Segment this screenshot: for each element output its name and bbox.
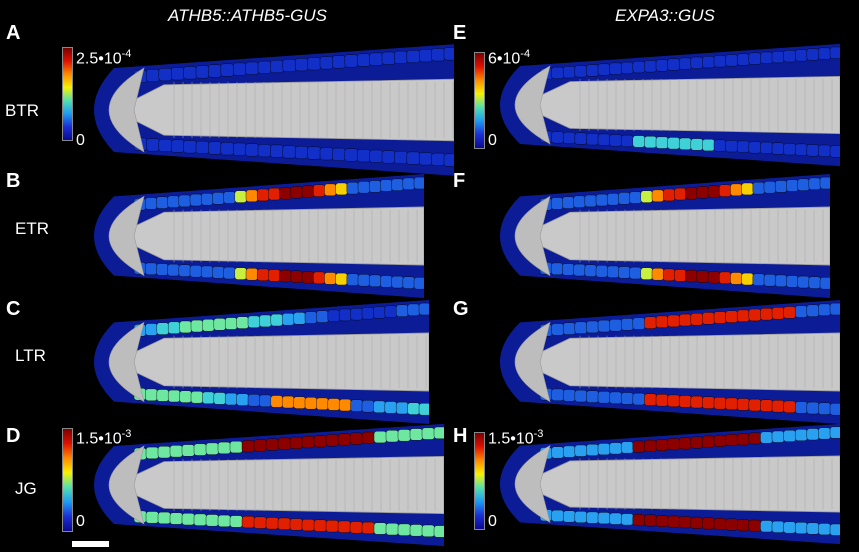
scale-bar	[72, 541, 109, 547]
root-panel-h	[500, 423, 840, 545]
panel-letter-c: C	[6, 298, 21, 320]
panel-letter-g: G	[453, 298, 469, 320]
colorbar-e-max: 6•10-4	[488, 48, 531, 68]
colorbar-d-zero: 0	[76, 513, 85, 530]
panel-letter-h: H	[453, 425, 468, 447]
panel-letter-e: E	[453, 22, 467, 44]
root-panel-f	[500, 173, 830, 299]
stage-label-etr: ETR	[15, 219, 49, 238]
colorbar-a	[62, 47, 73, 141]
colorbar-h-max: 1.5•10-3	[488, 428, 544, 448]
root-panel-e	[500, 43, 840, 167]
colorbar-a-zero: 0	[76, 132, 85, 149]
stage-label-btr: BTR	[5, 101, 39, 120]
root-panel-d	[94, 423, 444, 547]
panel-letter-a: A	[6, 22, 21, 44]
colorbar-d	[62, 428, 73, 532]
root-panel-a	[94, 44, 454, 176]
stage-label-jg: JG	[15, 479, 37, 498]
colorbar-a-max: 2.5•10-4	[76, 48, 132, 68]
colorbar-h-zero: 0	[488, 513, 497, 530]
panel-letter-f: F	[453, 170, 466, 192]
stage-label-ltr: LTR	[15, 346, 46, 365]
colorbar-h	[474, 432, 485, 530]
colorbar-e-zero: 0	[488, 132, 497, 149]
panel-letter-d: D	[6, 425, 21, 447]
panel-letter-b: B	[6, 170, 21, 192]
root-panel-c	[94, 299, 429, 425]
colorbar-e	[474, 52, 485, 149]
colorbar-d-max: 1.5•10-3	[76, 428, 132, 448]
root-panel-g	[500, 299, 840, 425]
left-column-title: ATHB5::ATHB5-GUS	[168, 6, 328, 25]
right-column-title: EXPA3::GUS	[615, 6, 715, 25]
root-panel-b	[94, 173, 424, 299]
